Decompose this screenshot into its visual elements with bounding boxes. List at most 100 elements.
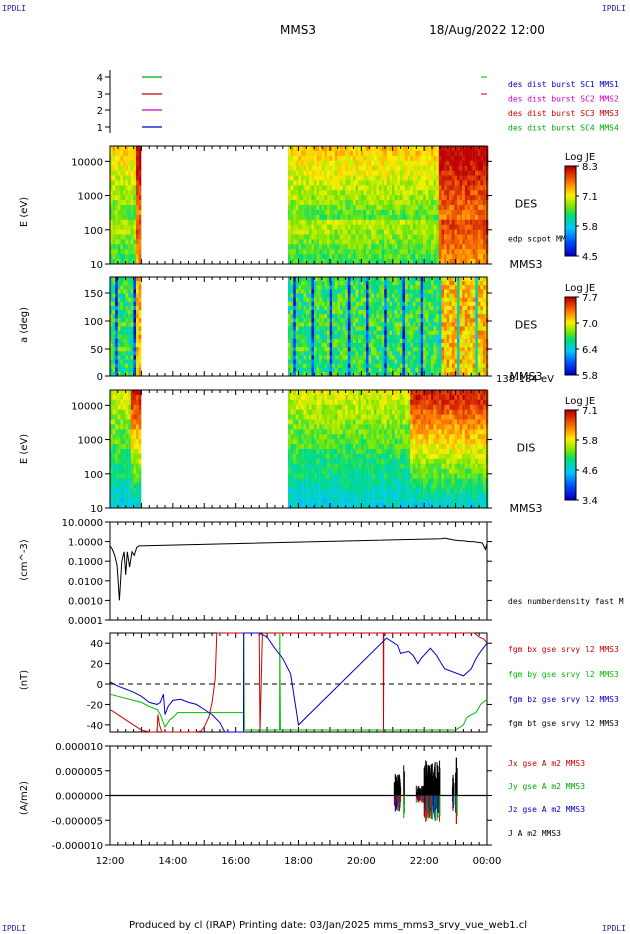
spectrogram-cell — [298, 209, 302, 216]
spectrogram-cell — [415, 155, 419, 162]
spectrogram-cell — [462, 195, 465, 201]
colorbar-cell — [565, 242, 576, 246]
spectrogram-cell — [436, 310, 439, 315]
spectrogram-cell — [332, 355, 335, 360]
spectrogram-cell — [381, 254, 385, 260]
spectrogram-cell — [321, 347, 325, 352]
spectrogram-cell — [410, 249, 413, 255]
spectrogram-cell — [293, 318, 296, 323]
spectrogram-cell — [350, 289, 354, 294]
spectrogram-cell — [472, 259, 476, 265]
spectrogram-cell — [123, 334, 126, 340]
spectrogram-cell — [327, 314, 330, 319]
spectrogram-cell — [288, 314, 291, 319]
spectrogram-cell — [366, 310, 369, 315]
spectrogram-cell — [392, 351, 395, 356]
spectrogram-cell — [321, 259, 325, 265]
spectrogram-cell — [345, 259, 348, 265]
spectrogram-cell — [420, 155, 424, 162]
spectrogram-cell — [123, 439, 126, 445]
spectrogram-cell — [451, 200, 455, 206]
spectrogram-cell — [293, 359, 296, 365]
spectrogram-cell — [329, 334, 333, 340]
spectrogram-cell — [397, 165, 400, 172]
spectrogram-cell — [138, 473, 142, 479]
y-tick-label: 150 — [84, 289, 103, 300]
spectrogram-cell — [415, 367, 419, 373]
spectrogram-cell — [133, 150, 137, 157]
spectrogram-cell — [295, 394, 299, 401]
spectrogram-cell — [425, 259, 429, 265]
spectrogram-cell — [425, 314, 429, 319]
spectrogram-cell — [420, 330, 424, 336]
spectrogram-cell — [436, 224, 439, 231]
colorbar-cell — [565, 361, 576, 364]
spectrogram-cell — [295, 322, 299, 327]
spectrogram-cell — [329, 285, 333, 290]
spectrogram-cell — [381, 351, 385, 356]
spectrogram-cell — [128, 359, 131, 365]
spectrogram-cell — [321, 249, 325, 255]
spectrogram-cell — [477, 155, 481, 162]
spectrogram-cell — [392, 244, 395, 250]
spectrogram-cell — [112, 249, 116, 255]
spectrogram-cell — [128, 285, 131, 290]
spectrogram-cell — [389, 180, 393, 186]
spectrogram-cell — [115, 239, 118, 245]
spectrogram-cell — [483, 367, 486, 373]
spectrogram-cell — [441, 326, 445, 332]
spectrogram-cell — [324, 351, 328, 356]
spectrogram-cell — [324, 244, 328, 250]
spectrogram-cell — [130, 209, 134, 216]
spectrogram-cell — [138, 343, 142, 348]
spectrogram-cell — [128, 195, 131, 201]
spectrogram-cell — [130, 301, 134, 307]
colorbar-tick-label: 6.4 — [582, 345, 598, 356]
spectrogram-cell — [115, 195, 118, 201]
spectrogram-cell — [381, 293, 385, 299]
spectrogram-cell — [133, 277, 137, 282]
spectrogram-cell — [110, 449, 113, 455]
spectrogram-cell — [423, 359, 426, 365]
spectrogram-cell — [366, 254, 369, 260]
spectrogram-cell — [337, 347, 341, 352]
colorbar-cell — [565, 168, 576, 171]
spectrogram-cell — [347, 318, 351, 323]
spectrogram-cell — [433, 293, 437, 299]
spectrogram-cell — [295, 234, 299, 240]
spectrogram-cell — [110, 150, 113, 157]
spectrogram-cell — [366, 170, 369, 176]
spectrogram-cell — [402, 200, 406, 206]
spectrogram-cell — [373, 224, 377, 231]
spectrogram-cell — [376, 244, 380, 250]
spectrogram-cell — [301, 289, 304, 294]
spectrogram-cell — [128, 205, 131, 211]
spectrogram-cell — [397, 363, 400, 369]
spectrogram-cell — [392, 359, 395, 365]
spectrogram-cell — [379, 229, 382, 235]
spectrogram-cell — [431, 190, 434, 196]
spectrogram-cell — [112, 190, 116, 196]
spectrogram-cell — [444, 185, 447, 191]
spectrogram-cell — [337, 190, 341, 196]
spectrogram-cell — [301, 185, 304, 191]
spectrogram-cell — [425, 160, 429, 167]
spectrogram-cell — [345, 239, 348, 245]
spectrogram-cell — [379, 165, 382, 172]
spectrogram-cell — [381, 200, 385, 206]
spectrogram-cell — [363, 175, 367, 181]
spectrogram-cell — [301, 322, 304, 327]
spectrogram-cell — [444, 200, 447, 206]
spectrogram-cell — [399, 175, 403, 181]
spectrogram-cell — [475, 281, 478, 286]
spectrogram-cell — [347, 185, 351, 191]
spectrogram-cell — [321, 343, 325, 348]
spectrogram-cell — [130, 195, 134, 201]
page-title: MMS3 — [280, 23, 316, 37]
spectrogram-cell — [373, 146, 377, 152]
spectrogram-cell — [133, 310, 137, 315]
spectrogram-cell — [337, 322, 341, 327]
spectrogram-cell — [428, 165, 432, 172]
spectrogram-cell — [441, 285, 445, 290]
spectrogram-cell — [363, 239, 367, 245]
